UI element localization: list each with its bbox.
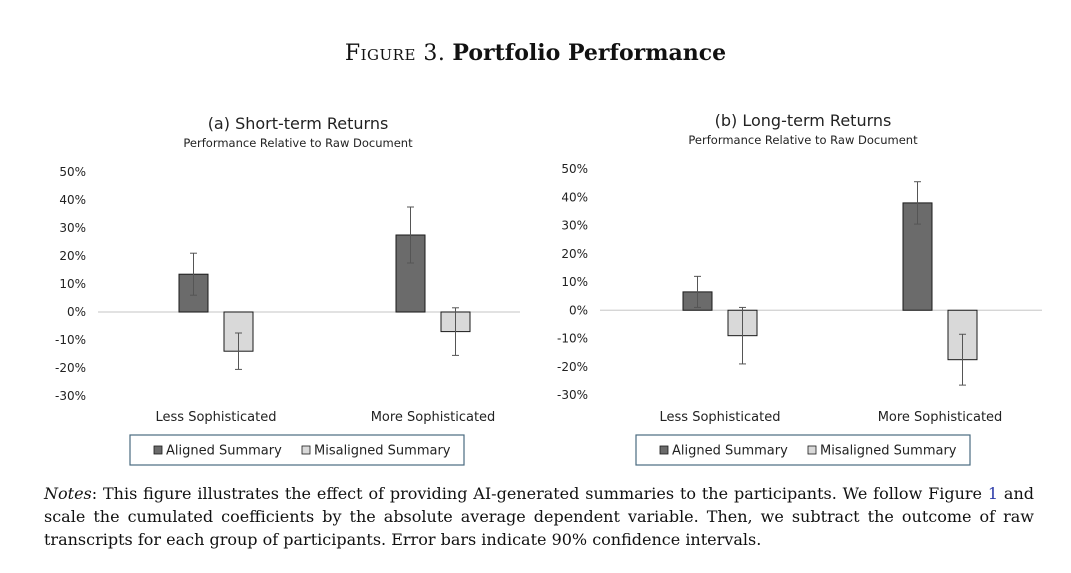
- y-tick-label: -30%: [55, 389, 86, 403]
- chart-title: (b) Long-term Returns: [715, 111, 892, 130]
- legend-label: Misaligned Summary: [314, 444, 451, 459]
- y-tick-label: -20%: [55, 361, 86, 375]
- legend-swatch-misaligned: [807, 445, 817, 455]
- notes-text-2: and scale the cumulated coefficients by …: [44, 484, 1035, 549]
- x-category-label: Less Sophisticated: [660, 410, 781, 425]
- y-tick-label: -10%: [557, 332, 588, 346]
- notes-label: Notes: [44, 484, 92, 503]
- y-tick-label: 0%: [569, 303, 588, 317]
- x-category-label: Less Sophisticated: [156, 410, 277, 425]
- y-tick-label: 10%: [59, 277, 86, 291]
- y-tick-label: -30%: [557, 388, 588, 402]
- y-tick-label: 40%: [59, 193, 86, 207]
- y-tick-label: 50%: [561, 162, 588, 176]
- legend-label: Aligned Summary: [166, 444, 282, 459]
- x-category-label: More Sophisticated: [371, 410, 496, 425]
- y-tick-label: 20%: [59, 249, 86, 263]
- legend-label: Misaligned Summary: [820, 444, 957, 459]
- figure-title: Figure 3. Portfolio Performance: [0, 40, 1071, 66]
- y-tick-label: 30%: [59, 221, 86, 235]
- y-tick-label: 20%: [561, 247, 588, 261]
- y-tick-label: -20%: [557, 360, 588, 374]
- legend-label: Aligned Summary: [672, 444, 788, 459]
- chart-long-term-returns: (b) Long-term Returns Performance Relativ…: [557, 111, 1042, 466]
- figure-reference-link[interactable]: 1: [987, 484, 999, 503]
- legend-box: [129, 434, 465, 466]
- legend-swatch-aligned: [659, 445, 669, 455]
- chart-short-term-returns: (a) Short-term Returns Performance Relati…: [55, 114, 520, 466]
- y-tick-label: 10%: [561, 275, 588, 289]
- y-tick-label: 0%: [67, 305, 86, 319]
- y-tick-label: 30%: [561, 219, 588, 233]
- chart-subtitle: Performance Relative to Raw Document: [183, 136, 413, 150]
- x-category-label: More Sophisticated: [878, 410, 1003, 425]
- y-tick-label: -10%: [55, 333, 86, 347]
- figure-title-text: Portfolio Performance: [452, 40, 727, 66]
- chart-title: (a) Short-term Returns: [208, 114, 389, 133]
- chart-subtitle: Performance Relative to Raw Document: [688, 133, 918, 147]
- legend-box: [635, 434, 971, 466]
- y-tick-label: 40%: [561, 190, 588, 204]
- y-tick-label: 50%: [59, 165, 86, 179]
- figure-label: Figure 3.: [344, 41, 446, 66]
- notes-text-1: : This figure illustrates the effect of …: [91, 484, 988, 503]
- figure-notes: Notes: This figure illustrates the effec…: [44, 482, 1034, 551]
- legend-swatch-aligned: [153, 445, 163, 455]
- legend-swatch-misaligned: [301, 445, 311, 455]
